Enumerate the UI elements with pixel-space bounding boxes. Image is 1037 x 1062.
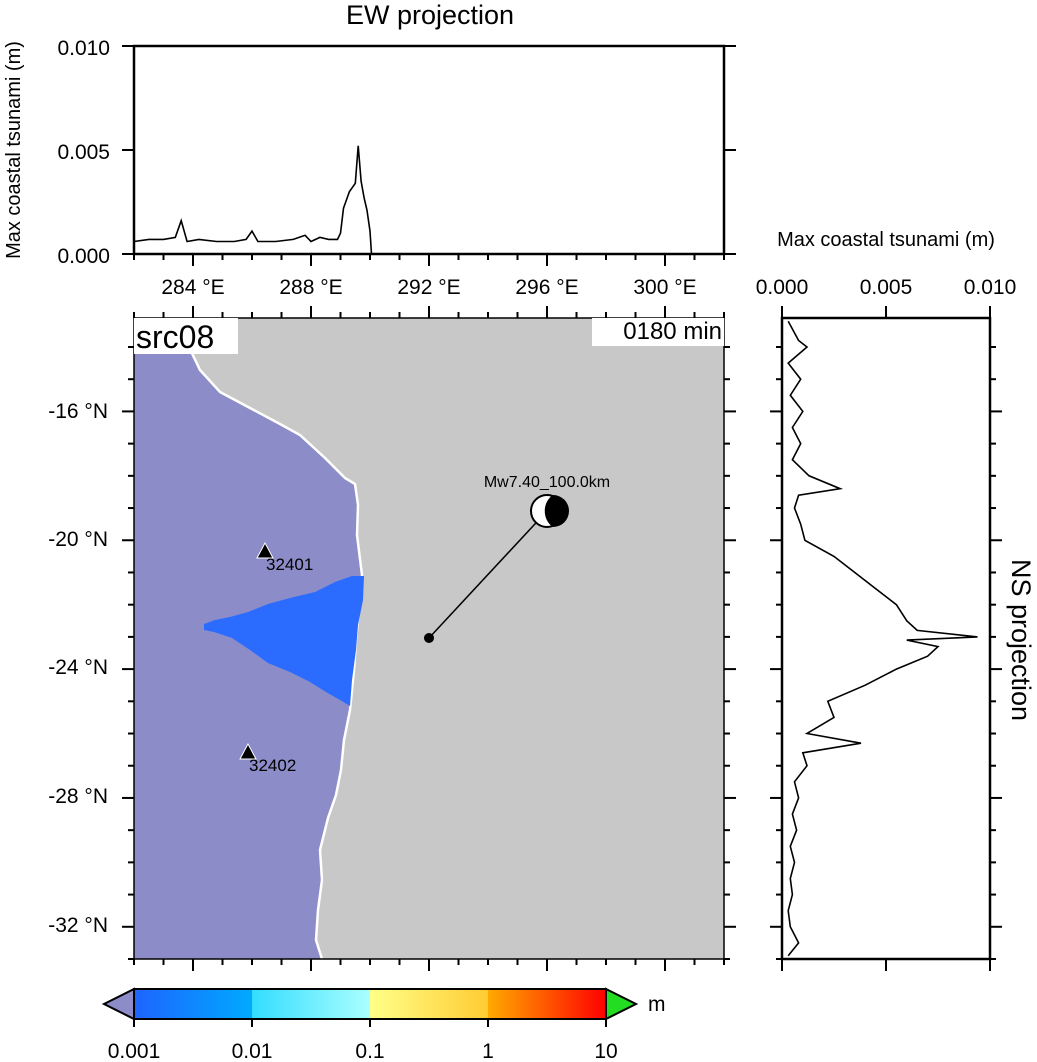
station-label-32401: 32401 bbox=[266, 555, 313, 574]
ew-xtick-label: 292 °E bbox=[397, 276, 460, 299]
colorbar-tick-label: 1 bbox=[482, 1040, 494, 1062]
lat-tick-label: -28 °N bbox=[48, 785, 108, 808]
colorbar-tick-label: 0.001 bbox=[108, 1040, 161, 1062]
ew-ytick-label: 0.005 bbox=[57, 141, 110, 164]
time-label: 0180 min bbox=[623, 318, 722, 345]
ew-xtick-label: 284 °E bbox=[161, 276, 224, 299]
epicenter-link-line bbox=[428, 510, 548, 639]
lat-tick-label: -32 °N bbox=[48, 914, 108, 937]
event-label: Mw7.40_100.0km bbox=[484, 474, 610, 491]
ns-xtick-label: 0.010 bbox=[964, 276, 1017, 299]
station-label-32402: 32402 bbox=[249, 756, 296, 775]
ns-xtick-label: 0.000 bbox=[756, 276, 809, 299]
lat-tick-label: -16 °N bbox=[48, 400, 108, 423]
ew-title: EW projection bbox=[346, 0, 514, 30]
map-lat-ticks bbox=[122, 345, 736, 960]
tsunami-area bbox=[204, 576, 364, 706]
ns-xlabel: Max coastal tsunami (m) bbox=[777, 229, 995, 251]
source-label-box bbox=[134, 318, 238, 354]
colorbar-segment bbox=[252, 989, 370, 1019]
colorbar: m 0.001 0.01 0.1 1 10 bbox=[101, 987, 666, 1062]
lat-tick-label: -20 °N bbox=[48, 528, 108, 551]
colorbar-tick-label: 0.01 bbox=[232, 1040, 273, 1062]
colorbar-tick-label: 10 bbox=[594, 1040, 617, 1062]
ew-ylabel: Max coastal tsunami (m) bbox=[3, 41, 25, 259]
ew-xtick-label: 296 °E bbox=[515, 276, 578, 299]
ew-ytick-label: 0.010 bbox=[57, 37, 110, 60]
ns-xtick-label: 0.005 bbox=[860, 276, 913, 299]
ew-frame bbox=[132, 44, 726, 256]
map-panel: src08 0180 min -16 °N -20 °N -24 °N -28 … bbox=[48, 317, 736, 960]
ew-series-line bbox=[133, 145, 373, 255]
ns-title: NS projection bbox=[1006, 559, 1036, 721]
ns-yticks bbox=[770, 345, 1002, 960]
epicenter-marker bbox=[424, 633, 434, 643]
ew-xtick-label: 288 °E bbox=[279, 276, 342, 299]
time-label-box bbox=[592, 318, 724, 346]
ew-xtick-label: 300 °E bbox=[633, 276, 696, 299]
focal-mechanism-icon bbox=[530, 494, 569, 528]
ns-panel: Max coastal tsunami (m) 0.000 0.005 0.01… bbox=[756, 229, 1036, 971]
lat-tick-label: -24 °N bbox=[48, 656, 108, 679]
colorbar-segment bbox=[488, 989, 606, 1019]
ew-panel: EW projection Max coastal tsunami (m) 0.… bbox=[3, 0, 736, 971]
ew-ytick-label: 0.000 bbox=[57, 245, 110, 268]
station-marker-32402 bbox=[239, 742, 257, 760]
colorbar-high-arrow bbox=[605, 987, 639, 1021]
station-marker-32401 bbox=[256, 541, 274, 559]
colorbar-segment bbox=[134, 989, 252, 1019]
map-frame bbox=[133, 317, 725, 960]
ns-series-line bbox=[787, 320, 978, 957]
colorbar-tick-label: 0.1 bbox=[355, 1040, 384, 1062]
colorbar-segment bbox=[370, 989, 488, 1019]
colorbar-low-arrow bbox=[101, 987, 135, 1021]
ew-xticks bbox=[133, 254, 725, 971]
source-label: src08 bbox=[136, 319, 214, 355]
colorbar-unit: m bbox=[648, 993, 666, 1016]
